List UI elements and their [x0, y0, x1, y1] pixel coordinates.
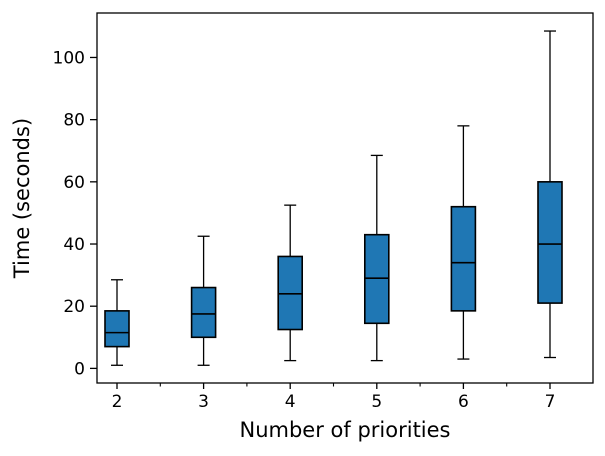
- y-tick-label: 80: [63, 111, 85, 131]
- x-tick-label: 4: [285, 392, 296, 412]
- y-tick-label: 0: [74, 359, 85, 379]
- y-tick-label: 100: [53, 48, 85, 68]
- x-tick-label: 2: [112, 392, 123, 412]
- x-tick-label: 7: [545, 392, 556, 412]
- box: [450, 205, 477, 312]
- x-tick-label: 5: [371, 392, 382, 412]
- x-tick-label: 6: [458, 392, 469, 412]
- plot-border: [96, 12, 594, 384]
- box: [104, 310, 130, 348]
- y-axis-label: Time (seconds): [10, 117, 34, 279]
- x-tick-label: 3: [198, 392, 209, 412]
- y-tick-label: 40: [63, 235, 85, 255]
- box: [537, 181, 563, 304]
- y-tick-label: 20: [63, 297, 85, 317]
- x-axis-label: Number of priorities: [239, 418, 451, 442]
- box: [190, 286, 217, 339]
- y-tick-label: 60: [63, 173, 85, 193]
